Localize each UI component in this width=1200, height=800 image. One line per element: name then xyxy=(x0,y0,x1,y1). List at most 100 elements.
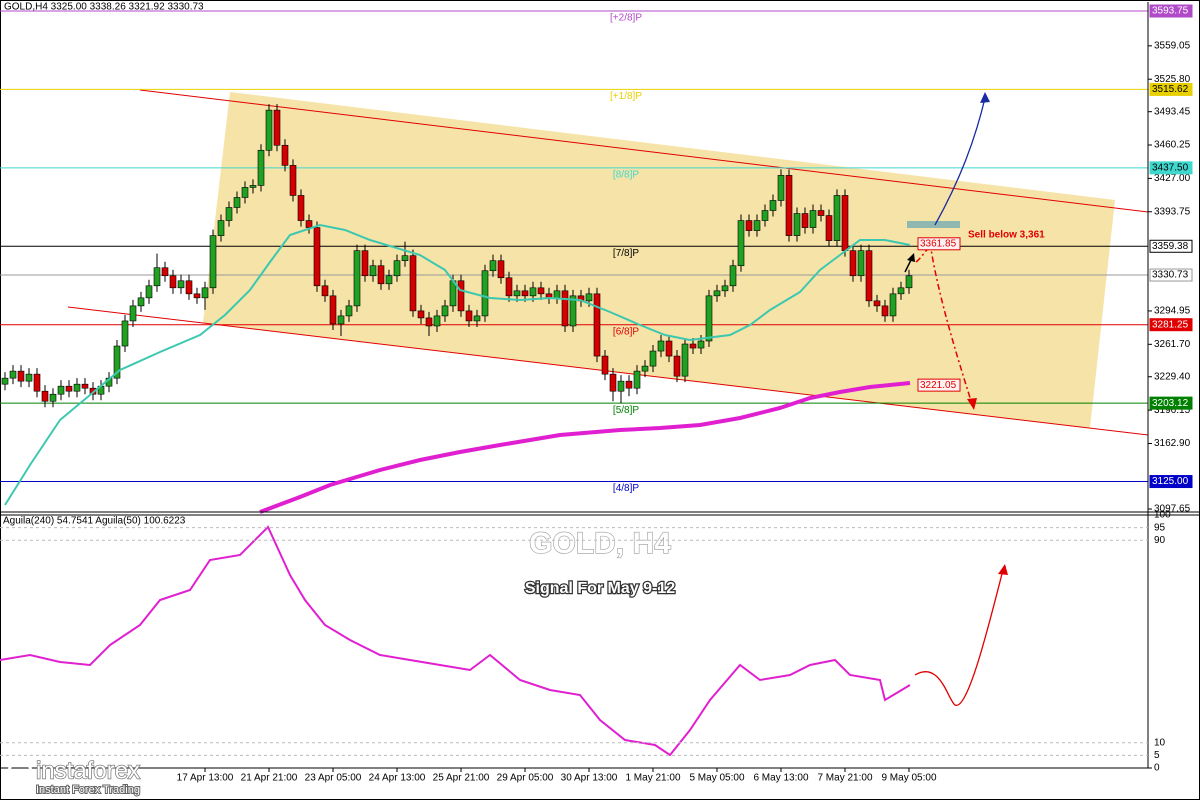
candle-body xyxy=(769,200,777,211)
y-tick-label: 3393.75 xyxy=(1154,206,1191,217)
candle-body xyxy=(377,265,385,285)
x-tick-label: 6 May 13:00 xyxy=(753,773,808,784)
candle-body xyxy=(465,310,473,322)
level-price: 3437.50 xyxy=(1152,162,1189,173)
candle-body xyxy=(681,343,689,377)
candle-body xyxy=(665,340,673,357)
candle-body xyxy=(345,305,353,317)
candle-body xyxy=(873,300,881,307)
candle-body xyxy=(497,260,505,279)
candle-body xyxy=(593,293,601,357)
candle-body xyxy=(281,144,289,166)
candle-body xyxy=(881,305,889,317)
last-price-box xyxy=(1149,268,1193,282)
indicator-tick-label: 95 xyxy=(1154,522,1166,533)
candle-body xyxy=(145,285,153,299)
candle-body xyxy=(65,385,73,392)
candle-body xyxy=(393,260,401,277)
candle-body xyxy=(201,287,209,299)
ma-fast xyxy=(4,223,911,506)
ma-slow xyxy=(259,381,911,514)
candle-body xyxy=(129,305,137,322)
level-price-box xyxy=(1149,82,1193,96)
candle-body xyxy=(433,315,441,327)
candle-body xyxy=(385,275,393,285)
candle-body xyxy=(49,393,57,402)
x-tick-label: 21 Apr 21:00 xyxy=(241,773,298,784)
candle-body xyxy=(657,340,665,352)
y-tick-label: 3525.80 xyxy=(1154,74,1191,85)
candle-body xyxy=(889,293,897,317)
y-tick-label: 3229.40 xyxy=(1154,371,1191,382)
candle-body xyxy=(513,290,521,297)
level-price: 3515.62 xyxy=(1152,84,1189,95)
candle-body xyxy=(209,235,217,289)
channel-zone xyxy=(203,92,1115,428)
candle-body xyxy=(153,267,161,287)
candle-body xyxy=(297,195,305,221)
level-name: [7/8]P xyxy=(613,248,639,259)
level-name: [5/8]P xyxy=(613,405,639,416)
price-marker-box xyxy=(917,378,961,392)
y-tick-label: 3261.70 xyxy=(1154,339,1191,350)
candle-body xyxy=(745,220,753,231)
oscillator-projection xyxy=(914,569,1004,706)
candle-body xyxy=(161,267,169,277)
y-tick-label: 3196.15 xyxy=(1154,405,1191,416)
candle-body xyxy=(409,255,417,312)
candle-body xyxy=(553,290,561,299)
candle-body xyxy=(361,250,369,277)
level-name: [8/8]P xyxy=(613,169,639,180)
candle-body xyxy=(265,109,273,151)
level-price: 3281.25 xyxy=(1152,319,1189,330)
y-tick-label: 3162.90 xyxy=(1154,438,1191,449)
level-price: 3593.75 xyxy=(1152,6,1189,17)
candle-body xyxy=(249,185,257,188)
candle-body xyxy=(905,275,913,289)
candle-body xyxy=(609,373,617,392)
candle-body xyxy=(617,380,625,392)
candle-body xyxy=(713,290,721,297)
candle-body xyxy=(369,265,377,277)
candle-body xyxy=(641,365,649,372)
y-tick-label: 3427.00 xyxy=(1154,173,1191,184)
candle-body xyxy=(81,383,89,389)
candle-body xyxy=(33,373,41,392)
candle-body xyxy=(625,380,633,389)
candle-body xyxy=(857,250,865,277)
candle-body xyxy=(697,340,705,349)
candle-body xyxy=(673,355,681,377)
x-tick-label: 17 Apr 13:00 xyxy=(177,773,234,784)
candle-body xyxy=(817,210,825,216)
candle-body xyxy=(401,255,409,262)
level-price-box xyxy=(1149,475,1193,489)
indicator-tick-label: 90 xyxy=(1154,535,1166,546)
candle-body xyxy=(689,343,697,349)
candle-body xyxy=(649,350,657,367)
candle-body xyxy=(217,220,225,236)
level-price: 3203.12 xyxy=(1152,398,1189,409)
candle-body xyxy=(329,295,337,325)
candle-body xyxy=(225,207,233,221)
indicator-label: Aguila(240) 54.7541 Aguila(50) 100.6223 xyxy=(3,516,186,527)
candle-body xyxy=(473,315,481,322)
level-price-box xyxy=(1149,161,1193,175)
brand-name: instaforex xyxy=(36,757,140,784)
candle-body xyxy=(289,165,297,196)
candle-body xyxy=(17,370,25,382)
y-tick-label: 3097.65 xyxy=(1154,504,1191,515)
candle-body xyxy=(1,377,9,385)
price-marker-box xyxy=(917,237,961,251)
y-tick-label: 3559.05 xyxy=(1154,40,1191,51)
candle-body xyxy=(801,213,809,228)
candle-body xyxy=(233,197,241,208)
x-tick-label: 9 May 05:00 xyxy=(881,773,936,784)
time-axis: 17 Apr 13:00 21 Apr 21:00 23 Apr 05:00 24 A… xyxy=(177,768,937,784)
x-tick-label: 23 Apr 05:00 xyxy=(305,773,362,784)
arrow-head xyxy=(980,92,990,103)
candle-body xyxy=(457,280,465,312)
last-price: 3330.73 xyxy=(1152,270,1189,281)
subtitle: Signal For May 9-12 xyxy=(525,580,675,597)
candle-body xyxy=(321,285,329,297)
candle-body xyxy=(193,293,201,299)
